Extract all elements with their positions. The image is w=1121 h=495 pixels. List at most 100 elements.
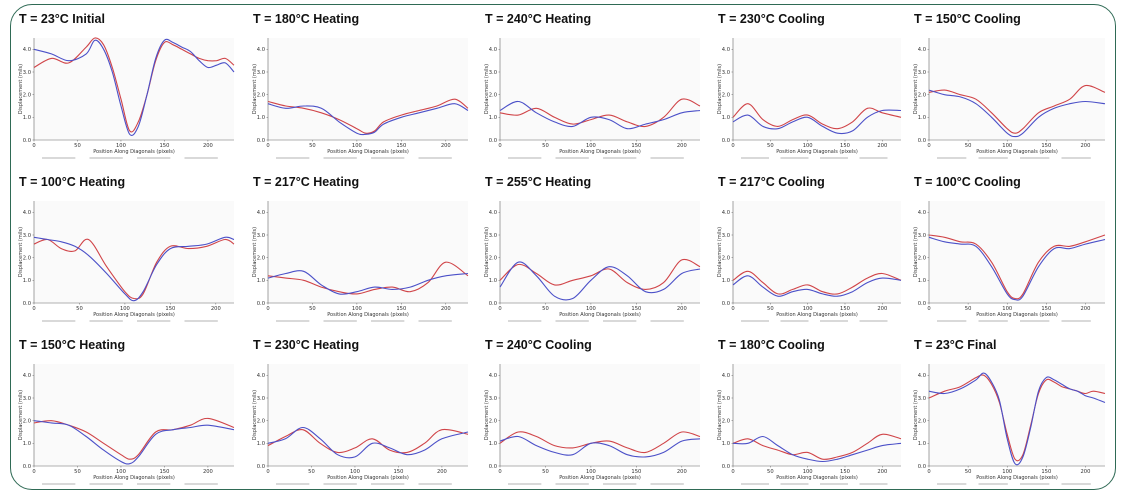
series-line-blue <box>499 435 701 458</box>
y-tick-label: 4.0 <box>489 373 497 379</box>
x-tick-label: 100 <box>1002 306 1012 312</box>
chart-panel-11: T = 150°C Heating 0.0 1.0 2.0 3.0 4.0 0 50 100 15… <box>18 338 235 485</box>
y-tick-label: 4.0 <box>918 47 926 53</box>
y-tick-label: 1.0 <box>257 115 265 121</box>
x-tick-label: 0 <box>927 306 930 312</box>
panel-title: T = 240°C Cooling <box>485 338 592 352</box>
x-tick-label: 150 <box>396 306 406 312</box>
y-tick-label: 1.0 <box>23 115 31 121</box>
y-axis-label: Displacement (mils) <box>484 227 490 277</box>
plot-area <box>929 38 1105 140</box>
y-axis-label: Displacement (mils) <box>18 64 24 114</box>
series-line-red <box>267 428 469 454</box>
x-tick-label: 0 <box>266 469 269 475</box>
plot-area <box>34 201 234 303</box>
x-tick-label: 200 <box>1080 143 1090 149</box>
y-tick-label: 1.0 <box>489 441 497 447</box>
y-tick-label: 4.0 <box>722 210 730 216</box>
x-tick-label: 150 <box>396 143 406 149</box>
y-tick-label: 2.0 <box>722 255 730 261</box>
y-tick-label: 0.0 <box>722 464 730 470</box>
plot-area <box>34 364 234 466</box>
x-axis-label: Position Along Diagonals (pixels) <box>776 475 858 481</box>
chart-panel-10: T = 100°C Cooling 0.0 1.0 2.0 3.0 4.0 0 50 100 15… <box>913 175 1106 322</box>
x-tick-label: 200 <box>677 306 687 312</box>
chart-panel-15: T = 23°C Final 0.0 1.0 2.0 3.0 4.0 0 50 100 150 20… <box>913 338 1106 485</box>
y-tick-label: 4.0 <box>918 210 926 216</box>
y-tick-label: 2.0 <box>257 92 265 98</box>
x-tick-label: 0 <box>731 143 734 149</box>
y-tick-label: 3.0 <box>918 396 926 402</box>
x-tick-label: 150 <box>1041 306 1051 312</box>
x-tick-label: 0 <box>498 306 501 312</box>
chart-panel-7: T = 217°C Heating 0.0 1.0 2.0 3.0 4.0 0 50 100 15… <box>252 175 469 322</box>
x-tick-label: 50 <box>74 143 81 149</box>
x-axis-label: Position Along Diagonals (pixels) <box>327 149 409 155</box>
series-line-red <box>33 238 235 300</box>
x-tick-label: 100 <box>120 306 130 312</box>
y-axis-label: Displacement (mils) <box>484 390 490 440</box>
x-tick-label: 0 <box>927 143 930 149</box>
plot-area <box>268 38 468 140</box>
chart-panel-5: T = 150°C Cooling 0.0 1.0 2.0 3.0 4.0 0 50 100 15… <box>913 12 1106 159</box>
series-line-blue <box>499 100 701 130</box>
panel-title: T = 180°C Heating <box>253 12 359 26</box>
series-line-blue <box>732 109 902 135</box>
y-tick-label: 4.0 <box>23 373 31 379</box>
x-tick-label: 0 <box>927 469 930 475</box>
x-tick-label: 150 <box>840 469 850 475</box>
chart-panel-14: T = 180°C Cooling 0.0 1.0 2.0 3.0 4.0 0 50 100 15… <box>717 338 902 485</box>
y-tick-label: 3.0 <box>23 396 31 402</box>
x-tick-label: 100 <box>352 143 362 149</box>
x-tick-label: 150 <box>840 306 850 312</box>
plot-area <box>733 38 901 140</box>
y-tick-label: 4.0 <box>257 373 265 379</box>
x-tick-label: 100 <box>116 469 126 475</box>
x-tick-label: 50 <box>542 143 549 149</box>
x-tick-label: 50 <box>965 306 972 312</box>
y-tick-label: 4.0 <box>257 210 265 216</box>
y-tick-label: 1.0 <box>918 115 926 121</box>
panel-title: T = 230°C Cooling <box>718 12 825 26</box>
series-line-blue <box>267 270 469 295</box>
y-tick-label: 2.0 <box>23 418 31 424</box>
x-tick-label: 50 <box>74 469 81 475</box>
plot-area <box>929 364 1105 466</box>
x-tick-label: 50 <box>965 143 972 149</box>
y-tick-label: 2.0 <box>918 255 926 261</box>
y-axis-label: Displacement (mils) <box>252 227 258 277</box>
y-tick-label: 2.0 <box>722 92 730 98</box>
y-axis-label: Displacement (mils) <box>913 227 919 277</box>
chart-panel-1: T = 23°C Initial 0.0 1.0 2.0 3.0 4.0 0 50 100 150… <box>18 12 235 159</box>
plot-area <box>733 201 901 303</box>
chart-panel-3: T = 240°C Heating 0.0 1.0 2.0 3.0 4.0 0 50 100 15… <box>484 12 701 159</box>
x-tick-label: 200 <box>677 143 687 149</box>
x-axis-label: Position Along Diagonals (pixels) <box>559 149 641 155</box>
y-tick-label: 1.0 <box>257 441 265 447</box>
y-axis-label: Displacement (mils) <box>252 390 258 440</box>
x-axis-label: Position Along Diagonals (pixels) <box>327 312 409 318</box>
chart-panel-8: T = 255°C Heating 0.0 1.0 2.0 3.0 4.0 0 50 100 15… <box>484 175 701 322</box>
y-axis-label: Displacement (mils) <box>913 64 919 114</box>
panel-title: T = 255°C Heating <box>485 175 591 189</box>
y-tick-label: 2.0 <box>23 255 31 261</box>
y-axis-label: Displacement (mils) <box>717 390 723 440</box>
y-tick-label: 3.0 <box>23 233 31 239</box>
series-line-red <box>732 103 902 130</box>
y-tick-label: 4.0 <box>722 47 730 53</box>
panel-title: T = 150°C Cooling <box>914 12 1021 26</box>
y-axis-label: Displacement (mils) <box>18 390 24 440</box>
x-tick-label: 50 <box>309 143 316 149</box>
y-tick-label: 0.0 <box>918 464 926 470</box>
plot-area <box>268 201 468 303</box>
x-tick-label: 200 <box>877 469 887 475</box>
x-tick-label: 0 <box>266 306 269 312</box>
y-tick-label: 1.0 <box>918 441 926 447</box>
x-tick-label: 200 <box>877 306 887 312</box>
x-tick-label: 150 <box>631 469 641 475</box>
x-axis-label: Position Along Diagonals (pixels) <box>559 475 641 481</box>
x-tick-label: 200 <box>441 306 451 312</box>
x-axis-label: Position Along Diagonals (pixels) <box>976 149 1058 155</box>
series-line-blue <box>928 89 1106 138</box>
plot-area <box>34 38 234 140</box>
